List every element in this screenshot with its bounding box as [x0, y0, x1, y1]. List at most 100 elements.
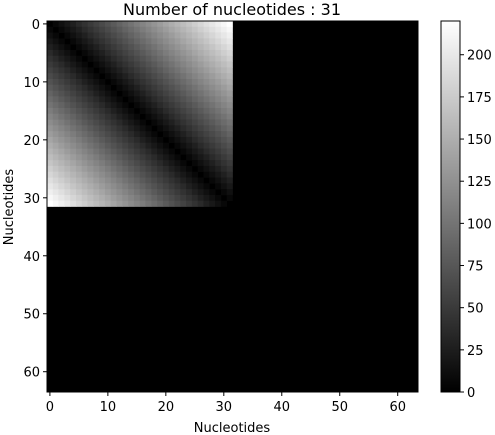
heatmap-cell — [75, 194, 83, 202]
heatmap-cell — [87, 113, 94, 120]
heatmap-cell — [145, 200, 152, 207]
heatmap-cell — [139, 32, 146, 39]
heatmap-cell — [110, 32, 117, 39]
heatmap-cell — [226, 125, 233, 132]
heatmap-cell — [209, 78, 216, 86]
heatmap-cell — [197, 119, 204, 126]
heatmap-cell — [93, 38, 100, 45]
heatmap-cell — [47, 183, 54, 190]
heatmap-cell — [116, 44, 123, 51]
heatmap-cell — [47, 136, 54, 144]
heatmap-cell — [203, 90, 210, 97]
heatmap-cell — [133, 38, 141, 45]
heatmap-cell — [99, 49, 106, 57]
heatmap-cell — [128, 189, 135, 196]
heatmap-cell — [70, 160, 77, 167]
heatmap-cell — [157, 183, 164, 190]
heatmap-cell — [145, 107, 152, 115]
heatmap-cell — [128, 113, 135, 120]
heatmap-cell — [168, 125, 175, 132]
heatmap-cell — [81, 90, 88, 97]
heatmap-cell — [145, 183, 152, 190]
heatmap-cell — [168, 73, 175, 80]
heatmap-cell — [81, 102, 88, 109]
heatmap-cell — [52, 183, 59, 190]
heatmap-cell — [104, 102, 112, 109]
heatmap-cell — [203, 183, 210, 190]
heatmap-cell — [70, 194, 77, 202]
heatmap-cell — [226, 38, 233, 45]
heatmap-cell — [70, 73, 77, 80]
heatmap-cell — [220, 21, 228, 28]
heatmap-cell — [174, 189, 181, 196]
heatmap-cell — [215, 26, 222, 33]
heatmap-cell — [215, 61, 222, 68]
x-tick-label: 20 — [158, 400, 175, 415]
heatmap-cell — [47, 148, 54, 155]
heatmap-cell — [174, 171, 181, 178]
heatmap-cell — [104, 177, 112, 184]
heatmap-cell — [226, 26, 233, 33]
heatmap-cell — [122, 67, 129, 74]
heatmap-cell — [81, 125, 88, 132]
heatmap-cell — [145, 154, 152, 161]
heatmap-cell — [145, 96, 152, 103]
heatmap-cell — [116, 55, 123, 62]
heatmap-cell — [58, 177, 65, 184]
heatmap-cell — [168, 107, 175, 115]
heatmap-cell — [87, 44, 94, 51]
heatmap-cell — [139, 96, 146, 103]
heatmap-cell — [151, 55, 158, 62]
heatmap-cell — [151, 96, 158, 103]
heatmap-cell — [99, 177, 106, 184]
heatmap-cell — [122, 160, 129, 167]
colorbar-tick-label: 175 — [467, 91, 492, 106]
heatmap-cell — [186, 107, 193, 115]
heatmap-cell — [87, 165, 94, 173]
heatmap-cell — [186, 73, 193, 80]
heatmap-cell — [174, 78, 181, 86]
heatmap-cell — [145, 55, 152, 62]
heatmap-cell — [133, 165, 141, 173]
heatmap-cell — [139, 183, 146, 190]
heatmap-cell — [203, 84, 210, 91]
heatmap-cell — [226, 102, 233, 109]
heatmap-cell — [186, 154, 193, 161]
heatmap-cell — [93, 102, 100, 109]
heatmap-cell — [128, 21, 135, 28]
heatmap-cell — [75, 171, 83, 178]
heatmap-cell — [220, 171, 228, 178]
heatmap-cell — [99, 67, 106, 74]
heatmap-cell — [162, 32, 170, 39]
heatmap-cell — [64, 148, 71, 155]
heatmap-cell — [139, 177, 146, 184]
heatmap-cell — [110, 107, 117, 115]
heatmap-cell — [145, 78, 152, 86]
heatmap-cell — [191, 131, 199, 138]
heatmap-cell — [99, 107, 106, 115]
heatmap-cell — [128, 171, 135, 178]
heatmap-cell — [133, 189, 141, 196]
heatmap-cell — [157, 32, 164, 39]
heatmap-cell — [116, 107, 123, 115]
heatmap-cell — [81, 32, 88, 39]
heatmap-cell — [203, 113, 210, 120]
heatmap-cell — [139, 189, 146, 196]
heatmap-cell — [215, 194, 222, 202]
heatmap-cell — [133, 177, 141, 184]
heatmap-cell — [186, 148, 193, 155]
heatmap-cell — [47, 49, 54, 57]
heatmap-cell — [157, 107, 164, 115]
heatmap-cell — [162, 160, 170, 167]
heatmap-cell — [70, 200, 77, 207]
heatmap-cell — [162, 26, 170, 33]
heatmap-cell — [168, 154, 175, 161]
heatmap-cell — [168, 78, 175, 86]
heatmap-cell — [151, 131, 158, 138]
heatmap-cell — [47, 38, 54, 45]
heatmap-cell — [104, 200, 112, 207]
heatmap-cell — [151, 160, 158, 167]
heatmap-cell — [191, 61, 199, 68]
heatmap-cell — [58, 131, 65, 138]
heatmap-cell — [58, 78, 65, 86]
